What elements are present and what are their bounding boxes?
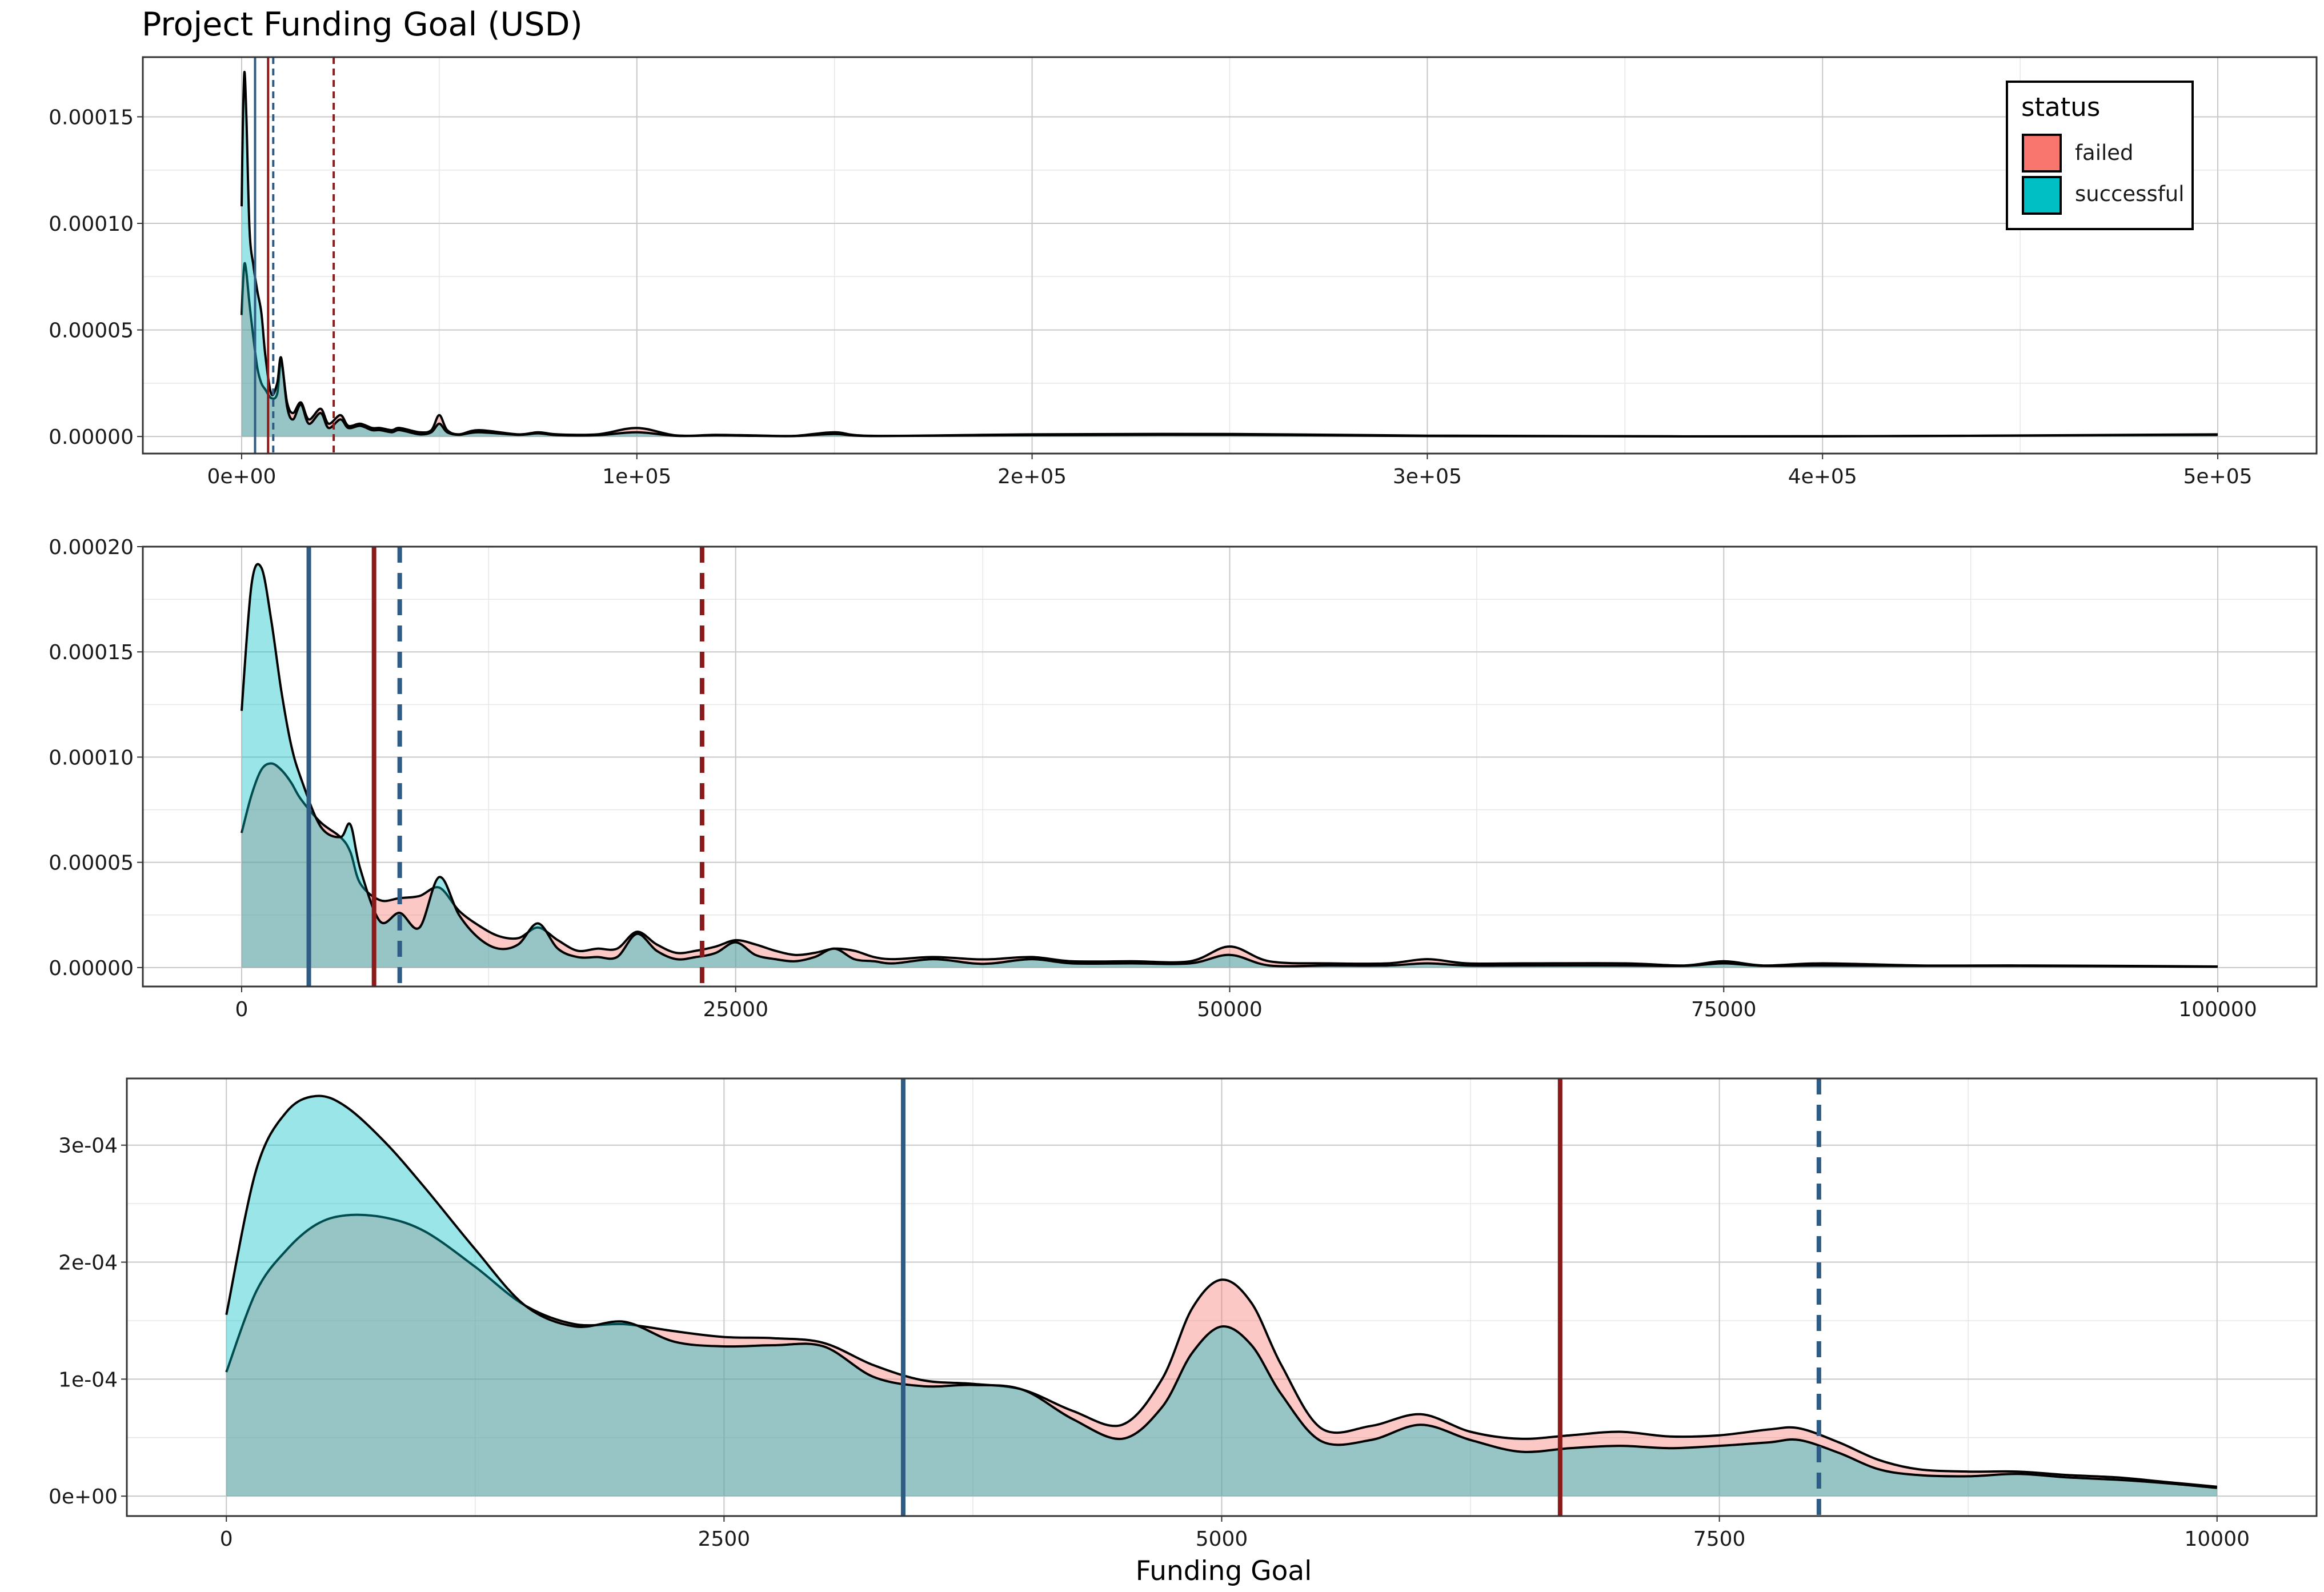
y-tick-label: 0.00005	[49, 319, 134, 343]
y-tick-label: 1e-04	[58, 1368, 118, 1392]
y-tick-label: 0.00005	[49, 852, 134, 875]
y-tick-label: 0.00000	[49, 957, 134, 980]
panel-0-10000: 0 2500 5000 7500 10000 0e+00 1e-04 2e-04 3e-04	[49, 1077, 2318, 1551]
x-tick-label: 5e+05	[2183, 465, 2253, 488]
x-tick-label: 0e+00	[207, 465, 276, 488]
density-area-failed	[242, 263, 2218, 437]
density-curve-failed	[225, 1213, 2217, 1488]
legend-title: status	[2021, 92, 2100, 122]
legend-key-failed	[2022, 134, 2062, 173]
y-tick-label: 0e+00	[49, 1485, 118, 1509]
panel-border	[142, 546, 2318, 988]
panel-border	[142, 56, 2318, 455]
density-curve-successful	[241, 71, 2218, 438]
y-tick-label: 0.00015	[49, 641, 134, 664]
x-tick-label: 0	[220, 1527, 233, 1551]
x-tick-label: 4e+05	[1788, 465, 1857, 488]
legend: status failed successful	[2006, 81, 2194, 230]
panel-0-100000: 0 25000 50000 75000 100000 0.00000 0.00005 0.00…	[49, 536, 2318, 1021]
density-curve-failed	[241, 762, 2218, 968]
panel-full-range: 0e+00 1e+05 2e+05 3e+05 4e+05 5e+05 0.00000 0.0…	[49, 56, 2318, 488]
x-tick-label: 0	[235, 998, 249, 1021]
y-tick-label: 0.00015	[49, 106, 134, 129]
legend-label-failed: failed	[2075, 141, 2134, 165]
x-tick-label: 1e+05	[602, 465, 671, 488]
x-tick-label: 2500	[698, 1527, 751, 1551]
density-curve-successful	[225, 1094, 2217, 1489]
chart-title: Project Funding Goal (USD)	[142, 6, 583, 43]
x-tick-label: 25000	[703, 998, 768, 1021]
density-curve-successful	[241, 563, 2218, 968]
x-tick-label: 2e+05	[997, 465, 1067, 488]
y-tick-label: 0.00010	[49, 746, 134, 769]
y-tick-label: 0.00000	[49, 426, 134, 449]
y-tick-label: 2e-04	[58, 1252, 118, 1275]
x-tick-label: 100000	[2178, 998, 2257, 1021]
x-tick-label: 50000	[1197, 998, 1263, 1021]
x-tick-label: 10000	[2185, 1527, 2250, 1551]
density-area-failed	[242, 763, 2218, 968]
legend-key-successful	[2022, 176, 2062, 215]
density-area-failed	[226, 1214, 2217, 1497]
y-tick-label: 0.00010	[49, 212, 134, 236]
x-tick-label: 5000	[1196, 1527, 1248, 1551]
density-area-successful	[226, 1096, 2217, 1497]
x-axis-title: Funding Goal	[1136, 1555, 1312, 1587]
x-tick-label: 7500	[1693, 1527, 1746, 1551]
y-tick-label: 0.00020	[49, 536, 134, 559]
legend-label-successful: successful	[2075, 182, 2185, 206]
density-area-successful	[242, 564, 2218, 968]
x-tick-label: 75000	[1691, 998, 1757, 1021]
x-tick-label: 3e+05	[1393, 465, 1462, 488]
panel-border	[126, 1077, 2318, 1517]
y-tick-label: 3e-04	[58, 1134, 118, 1158]
